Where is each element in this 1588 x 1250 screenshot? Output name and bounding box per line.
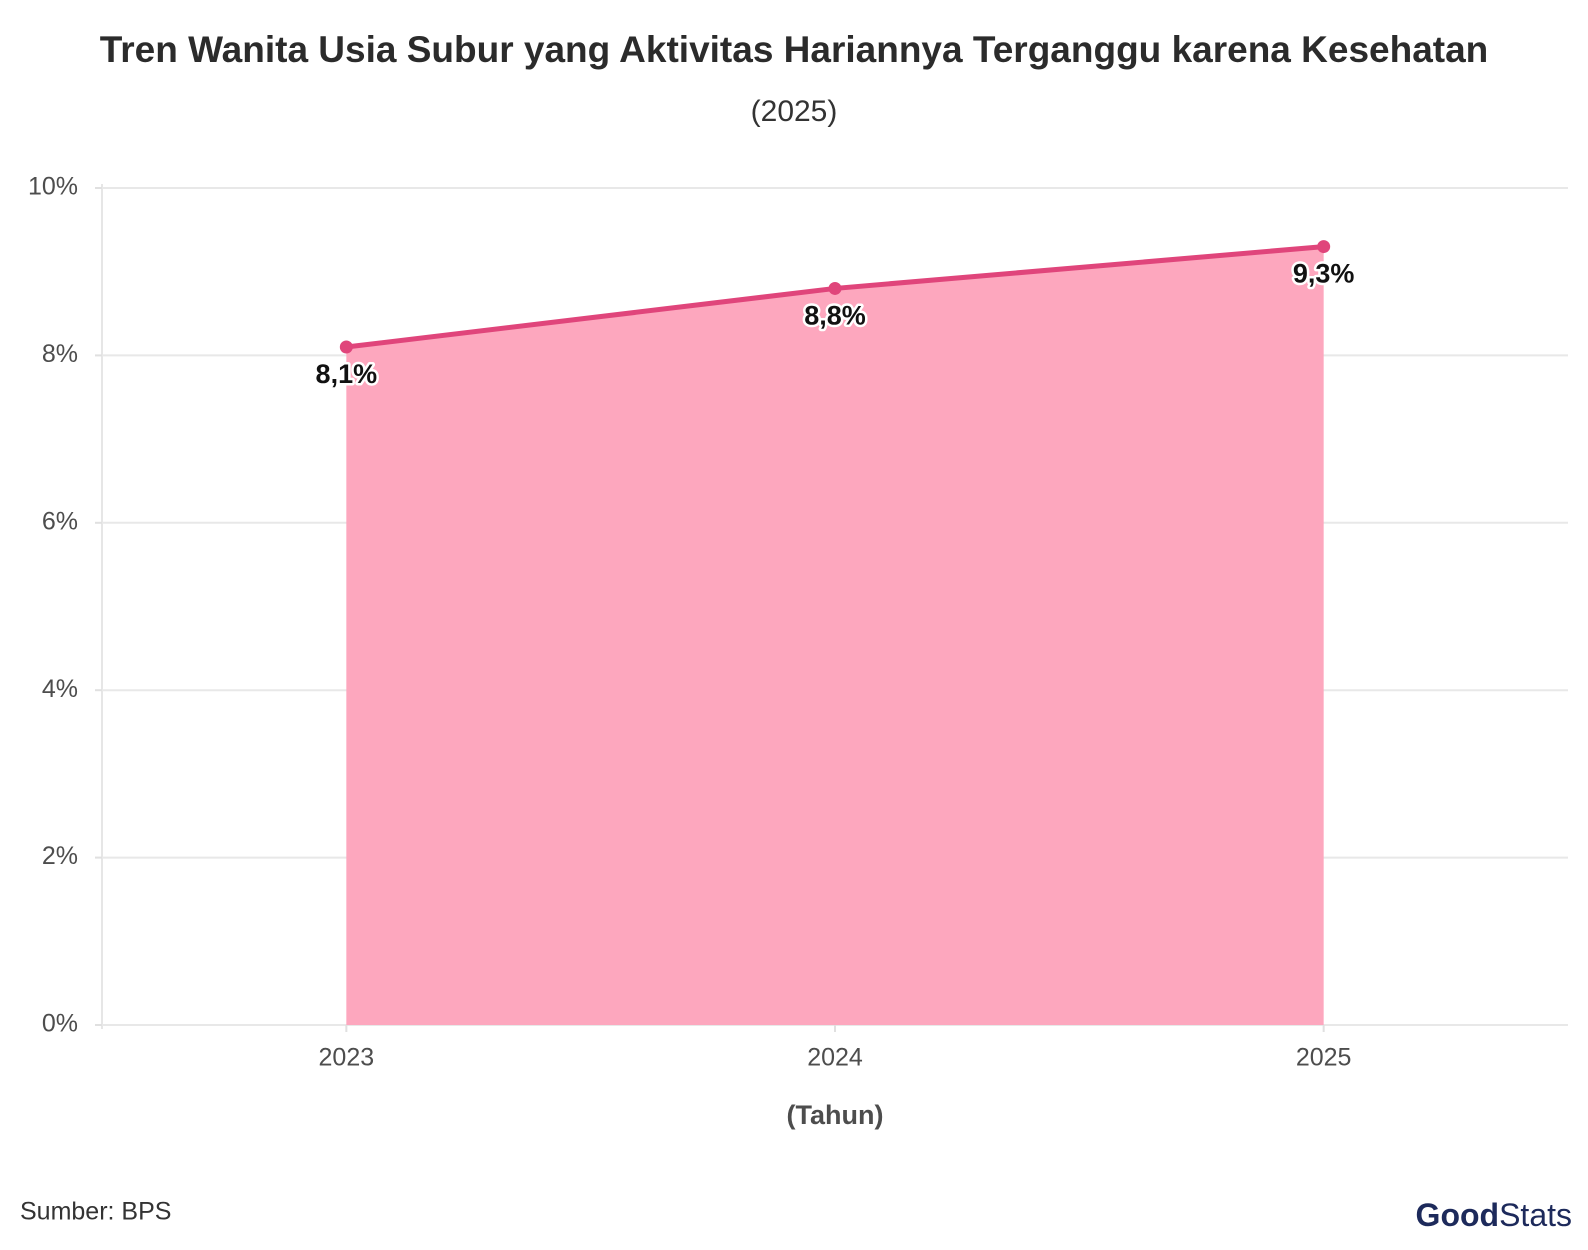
x-axis-title: (Tahun) [787,1100,884,1130]
value-label: 8,8% [804,301,866,331]
area [346,246,1324,1026]
logo-part: Stats [1499,1197,1572,1233]
chart-title: Tren Wanita Usia Subur yang Aktivitas Ha… [100,29,1489,70]
logo: GoodStats [1416,1197,1572,1233]
chart-subtitle: (2025) [751,95,838,128]
point [1317,240,1331,254]
y-tick-label: 6% [42,507,78,535]
point [339,340,353,354]
source: Sumber: BPS [20,1198,171,1226]
x-tick-label: 2023 [319,1044,375,1072]
y-tick-label: 0% [42,1010,78,1038]
value-label: 9,3% [1293,259,1355,289]
point [828,281,842,295]
y-tick-label: 2% [42,842,78,870]
y-tick-label: 10% [28,173,78,201]
value-label: 8,1% [316,359,378,389]
y-tick-label: 4% [42,675,78,703]
x-tick-label: 2025 [1296,1044,1352,1072]
x-tick-label: 2024 [807,1044,863,1072]
y-tick-label: 8% [42,340,78,368]
logo-part: Good [1416,1197,1500,1233]
